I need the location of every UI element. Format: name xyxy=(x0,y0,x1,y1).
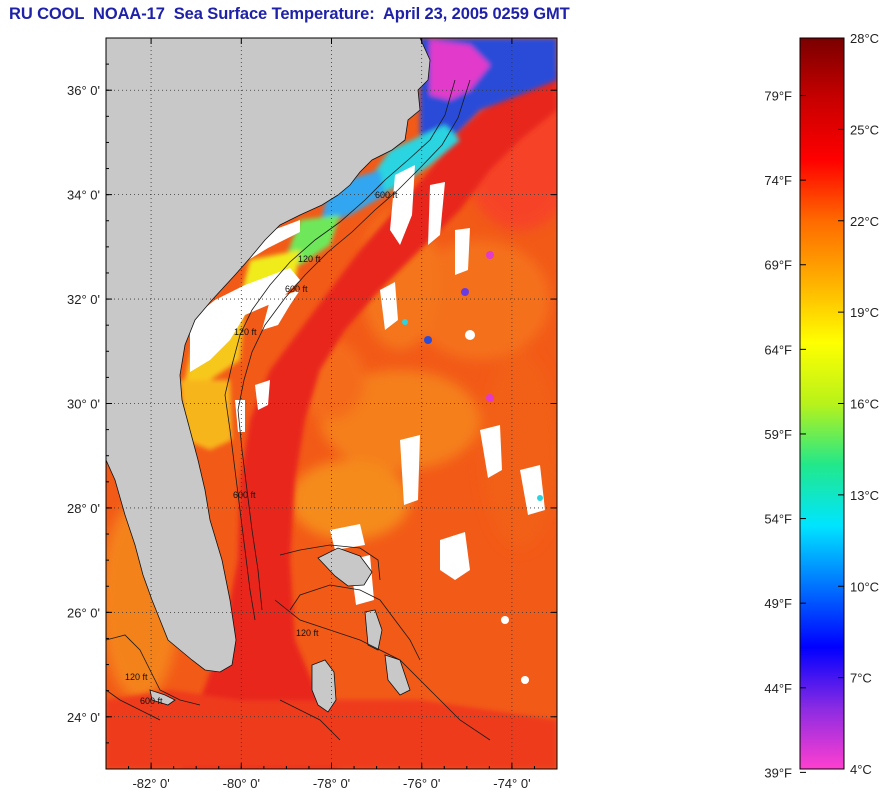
lon-label: -80° 0' xyxy=(223,776,260,791)
latitude-labels: 36° 0' 34° 0' 32° 0' 30° 0' 28° 0' 26° 0' 24° … xyxy=(67,83,100,725)
colorbar-fahrenheit-labels: 79°F 74°F 69°F 64°F 59°F 54°F 49°F 44°F 39°F xyxy=(764,89,792,781)
land xyxy=(106,38,431,713)
colorbar-celsius-labels: 28°C 25°C 22°C 19°C 16°C 13°C 10°C 7°C 4°C xyxy=(850,31,879,777)
page-title: RU COOL NOAA-17 Sea Surface Temperature:… xyxy=(9,5,570,23)
sst-map xyxy=(106,38,557,769)
celsius-label: 13°C xyxy=(850,488,879,503)
fahrenheit-label: 74°F xyxy=(764,173,792,188)
colorbar-fill xyxy=(799,37,845,770)
longitude-labels: -82° 0' -80° 0' -78° 0' -76° 0' -74° 0' xyxy=(132,776,530,791)
celsius-label: 22°C xyxy=(850,214,879,229)
fahrenheit-label: 59°F xyxy=(764,427,792,442)
fahrenheit-label: 44°F xyxy=(764,681,792,696)
isobath-label: 600 ft xyxy=(233,490,256,500)
celsius-label: 4°C xyxy=(850,762,872,777)
lat-label: 34° 0' xyxy=(67,188,100,203)
lat-label: 36° 0' xyxy=(67,83,100,98)
celsius-label: 7°C xyxy=(850,671,872,686)
fahrenheit-label: 49°F xyxy=(764,596,792,611)
isobath-label: 120 ft xyxy=(125,672,148,682)
lon-label: -74° 0' xyxy=(493,776,530,791)
lon-label: -76° 0' xyxy=(403,776,440,791)
lat-label: 30° 0' xyxy=(67,397,100,412)
lon-label: -78° 0' xyxy=(313,776,350,791)
land-bahamas-abaco xyxy=(317,547,373,587)
lat-label: 28° 0' xyxy=(67,501,100,516)
colorbar: 28°C25°C22°C19°C16°C13°C10°C7°C4°C 79°F7… xyxy=(764,31,879,780)
fahrenheit-label: 64°F xyxy=(764,342,792,357)
isobath-label: 600 ft xyxy=(375,190,398,200)
colorbar-ticks xyxy=(800,37,844,773)
fahrenheit-label: 39°F xyxy=(764,765,792,780)
celsius-label: 16°C xyxy=(850,397,879,412)
isobath-label: 120 ft xyxy=(234,327,257,337)
gulf-stream-south xyxy=(106,690,557,769)
land-bahamas-eleuthera xyxy=(364,609,383,651)
fahrenheit-label: 69°F xyxy=(764,258,792,273)
isobath-label: 600 ft xyxy=(285,284,308,294)
land-florida-keys xyxy=(149,689,176,706)
lat-label: 32° 0' xyxy=(67,292,100,307)
celsius-label: 19°C xyxy=(850,305,879,320)
isobath-label: 120 ft xyxy=(296,628,319,638)
celsius-label: 28°C xyxy=(850,31,879,46)
map-axes xyxy=(105,37,558,770)
celsius-label: 10°C xyxy=(850,579,879,594)
lat-label: 26° 0' xyxy=(67,605,100,620)
isobaths xyxy=(106,79,491,741)
fahrenheit-label: 79°F xyxy=(764,89,792,104)
gulf-stream xyxy=(180,70,557,769)
isobath-label: 600 ft xyxy=(140,696,163,706)
celsius-label: 25°C xyxy=(850,122,879,137)
lon-label: -82° 0' xyxy=(132,776,169,791)
isobath-label: 120 ft xyxy=(298,254,321,264)
lat-label: 24° 0' xyxy=(67,710,100,725)
land-bahamas-andros xyxy=(311,659,337,713)
isobath-labels: 120 ft 600 ft 120 ft 600 ft 120 ft 600 f… xyxy=(125,190,398,706)
cloud-specks xyxy=(402,251,543,501)
land-mainland xyxy=(106,38,431,673)
fahrenheit-label: 54°F xyxy=(764,512,792,527)
